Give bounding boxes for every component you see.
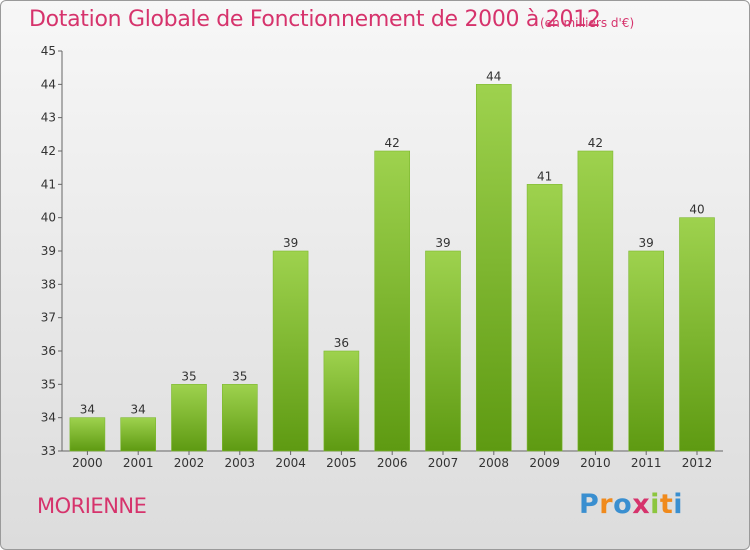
- bar: [171, 384, 207, 452]
- y-tick-label: 43: [41, 111, 56, 125]
- y-tick-label: 40: [41, 211, 56, 225]
- bar: [679, 217, 715, 452]
- bar: [69, 417, 106, 452]
- y-tick-label: 42: [41, 144, 56, 158]
- bar-value-label: 34: [131, 403, 146, 417]
- y-tick-label: 33: [41, 444, 56, 458]
- x-tick-label: 2009: [529, 456, 560, 470]
- bar: [374, 150, 411, 452]
- y-tick-label: 34: [41, 411, 56, 425]
- bar-value-label: 39: [639, 236, 654, 250]
- bar: [475, 84, 512, 452]
- bar: [222, 384, 258, 452]
- y-tick-label: 35: [41, 377, 56, 391]
- logo-letter: x: [632, 489, 651, 520]
- x-tick-label: 2000: [72, 456, 103, 470]
- bar-value-label: 35: [232, 369, 247, 383]
- bar: [272, 250, 309, 452]
- bar-value-label: 40: [689, 203, 704, 217]
- x-tick-label: 2001: [123, 456, 154, 470]
- bar-value-label: 34: [80, 403, 95, 417]
- x-tick-label: 2011: [631, 456, 662, 470]
- bar: [425, 250, 461, 452]
- bar-value-label: 41: [537, 169, 552, 183]
- logo-letter: r: [599, 489, 614, 520]
- logo-letter: i: [650, 489, 660, 520]
- x-tick-label: 2012: [682, 456, 713, 470]
- chart-unit-note: (en milliers d'€): [540, 16, 635, 30]
- y-tick-label: 44: [41, 77, 56, 91]
- bar-value-label: 44: [486, 69, 501, 83]
- bar-value-label: 42: [588, 136, 603, 150]
- y-tick-label: 38: [41, 277, 56, 291]
- x-tick-label: 2008: [479, 456, 510, 470]
- y-tick-label: 45: [41, 44, 56, 58]
- x-tick-label: 2005: [326, 456, 357, 470]
- logo-letter: o: [613, 489, 633, 520]
- x-tick-label: 2002: [174, 456, 205, 470]
- x-tick-label: 2004: [275, 456, 306, 470]
- logo-letter: i: [673, 489, 684, 520]
- location-label: MORIENNE: [37, 494, 147, 518]
- logo-letter: t: [659, 489, 674, 520]
- bar: [323, 350, 360, 452]
- x-tick-label: 2006: [377, 456, 408, 470]
- bar-value-label: 36: [334, 336, 349, 350]
- bar-value-label: 42: [385, 136, 400, 150]
- x-tick-label: 2007: [428, 456, 459, 470]
- bar-value-label: 39: [435, 236, 450, 250]
- chart-title: Dotation Globale de Fonctionnement de 20…: [29, 7, 601, 32]
- x-tick-label: 2003: [225, 456, 256, 470]
- y-tick-label: 36: [41, 344, 56, 358]
- bar: [120, 417, 156, 452]
- bar-value-label: 35: [181, 369, 196, 383]
- bar: [628, 250, 665, 452]
- bar: [577, 150, 614, 452]
- y-tick-label: 39: [41, 244, 56, 258]
- y-tick-label: 37: [41, 311, 56, 325]
- bar-value-label: 39: [283, 236, 298, 250]
- bar: [526, 184, 563, 452]
- proxiti-logo: Proxiti: [579, 489, 683, 520]
- y-tick-label: 41: [41, 177, 56, 191]
- logo-letter: P: [579, 489, 600, 520]
- x-tick-label: 2010: [580, 456, 611, 470]
